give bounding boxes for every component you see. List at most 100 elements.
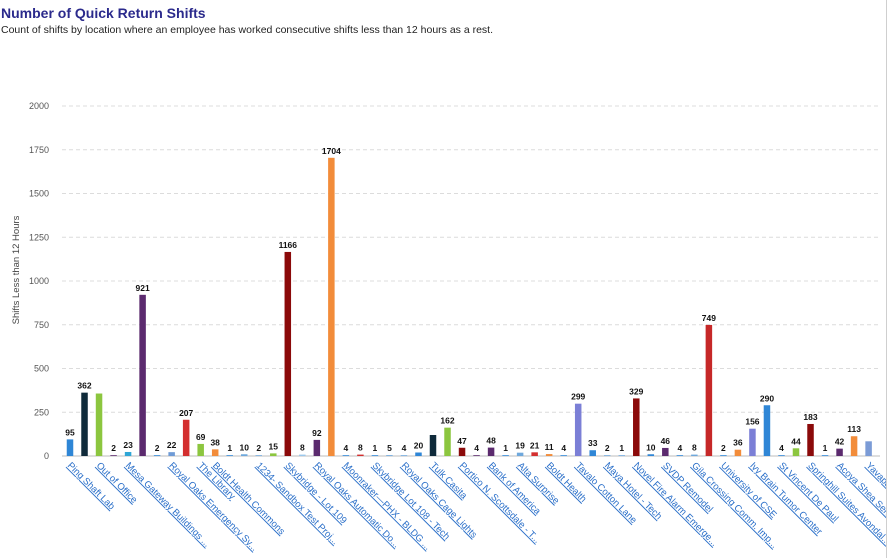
data-label: 4 <box>561 443 566 453</box>
bar[interactable] <box>633 398 640 456</box>
bar[interactable] <box>821 455 829 456</box>
data-label: 113 <box>847 424 861 434</box>
data-label: 2 <box>111 443 116 453</box>
bar[interactable] <box>429 435 437 456</box>
bar[interactable] <box>153 455 161 456</box>
data-label: 5 <box>387 443 392 453</box>
data-label: 156 <box>745 417 759 427</box>
x-axis-label[interactable]: Mesa Gateway Buildings ... <box>123 460 212 549</box>
y-tick-label: 1750 <box>29 145 49 155</box>
data-label: 2 <box>256 443 261 453</box>
bar[interactable] <box>342 455 350 456</box>
y-tick-label: 750 <box>34 320 49 330</box>
bar[interactable] <box>676 455 684 456</box>
data-label: 162 <box>440 416 454 426</box>
bar[interactable] <box>328 157 335 457</box>
bar[interactable] <box>313 439 321 456</box>
y-tick-label: 2000 <box>29 101 49 111</box>
bar[interactable] <box>603 455 611 456</box>
data-label: 22 <box>167 440 177 450</box>
data-label: 4 <box>677 443 682 453</box>
data-label: 1 <box>503 443 508 453</box>
data-label: 1166 <box>279 240 298 250</box>
gridlines <box>62 105 880 457</box>
bar[interactable] <box>270 453 277 457</box>
bar[interactable] <box>807 423 814 456</box>
bar[interactable] <box>386 455 393 457</box>
bar[interactable] <box>66 439 74 457</box>
bar[interactable] <box>618 455 626 456</box>
data-label: 15 <box>269 441 279 451</box>
chart-title: Number of Quick Return Shifts <box>1 5 206 21</box>
bar[interactable] <box>589 450 596 456</box>
bar[interactable] <box>836 448 843 456</box>
bar[interactable] <box>197 443 204 456</box>
bar[interactable] <box>444 427 451 456</box>
y-tick-label: 0 <box>44 451 49 461</box>
bar[interactable] <box>473 455 480 456</box>
bar[interactable] <box>255 455 263 456</box>
y-tick-label: 500 <box>34 364 49 374</box>
data-label: 33 <box>588 438 598 448</box>
y-tick-label: 1250 <box>29 232 49 242</box>
data-label: 47 <box>457 436 467 446</box>
bar[interactable] <box>299 454 306 456</box>
data-label: 207 <box>179 408 193 418</box>
bar[interactable] <box>124 451 132 456</box>
bar[interactable] <box>487 447 495 456</box>
bar[interactable] <box>574 403 582 456</box>
chart-subtitle: Count of shifts by location where an emp… <box>1 24 494 36</box>
x-axis-label[interactable]: Boldt Health Commons <box>210 460 287 537</box>
bar[interactable] <box>211 449 219 456</box>
bar[interactable] <box>81 392 88 456</box>
bar[interactable] <box>110 455 117 456</box>
bar[interactable] <box>865 441 872 456</box>
data-label: 38 <box>210 437 220 447</box>
data-label: 46 <box>661 436 671 446</box>
bar[interactable] <box>284 251 292 456</box>
bar[interactable] <box>792 448 800 456</box>
bar[interactable] <box>182 419 190 456</box>
bar[interactable] <box>357 454 364 456</box>
bar[interactable] <box>662 447 669 456</box>
bar[interactable] <box>531 452 538 456</box>
bar[interactable] <box>705 324 713 456</box>
data-label: 10 <box>240 442 250 452</box>
bar[interactable] <box>749 428 756 456</box>
data-label: 1 <box>227 443 232 453</box>
bar[interactable] <box>763 405 771 456</box>
bar[interactable] <box>139 294 146 456</box>
bar[interactable] <box>647 454 655 456</box>
x-axis-label[interactable]: SVDP Remodel <box>660 460 715 515</box>
bar[interactable] <box>240 454 248 456</box>
bar[interactable] <box>95 393 103 456</box>
bar[interactable] <box>720 455 727 456</box>
bar[interactable] <box>400 455 408 456</box>
bar[interactable] <box>734 449 742 456</box>
data-label: 92 <box>312 428 322 438</box>
data-label: 4 <box>344 443 349 453</box>
bar[interactable] <box>778 455 785 456</box>
bar[interactable] <box>226 455 233 456</box>
bar[interactable] <box>502 455 509 456</box>
data-label: 23 <box>123 440 133 450</box>
bar[interactable] <box>850 436 858 456</box>
data-label: 921 <box>136 283 150 293</box>
panel-border <box>886 0 887 558</box>
bar[interactable] <box>371 455 379 456</box>
data-label: 749 <box>702 313 716 323</box>
bar[interactable] <box>168 452 175 456</box>
bar[interactable] <box>458 447 466 456</box>
data-label: 8 <box>300 443 305 453</box>
bar[interactable] <box>516 452 524 456</box>
bar[interactable] <box>691 454 698 456</box>
data-label: 48 <box>486 436 496 446</box>
bar[interactable] <box>560 455 567 456</box>
data-label: 10 <box>646 442 656 452</box>
bar[interactable] <box>545 454 553 456</box>
bar[interactable] <box>415 452 422 457</box>
data-label: 2 <box>721 443 726 453</box>
data-label: 36 <box>733 438 743 448</box>
